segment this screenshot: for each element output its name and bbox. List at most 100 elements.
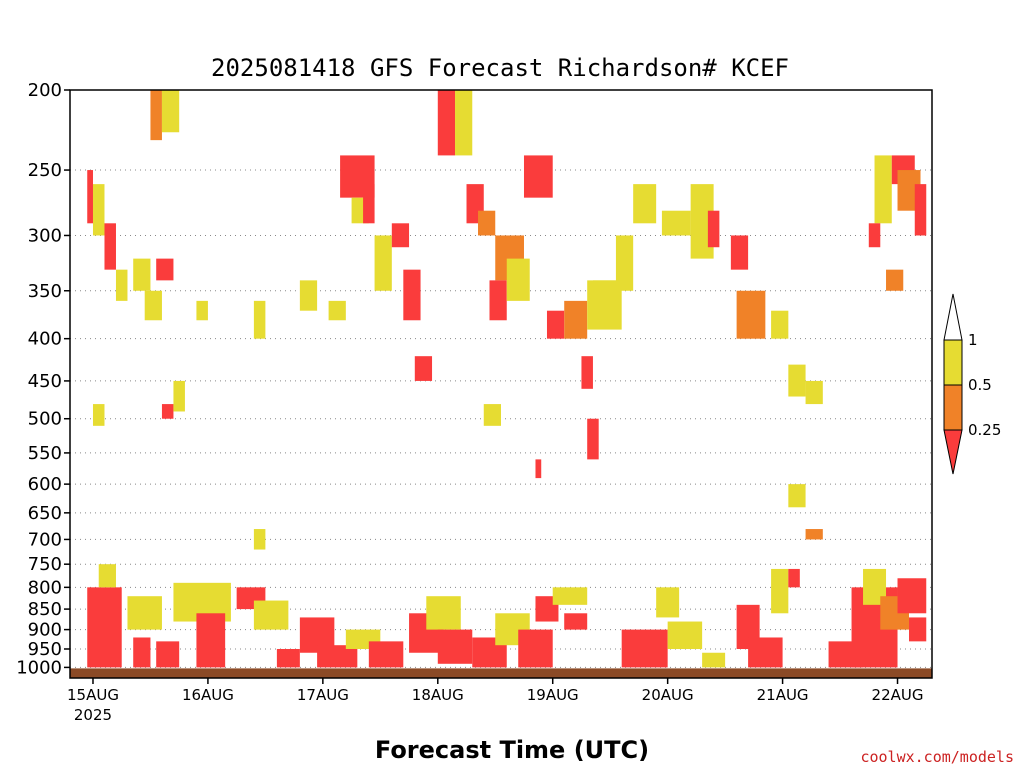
data-cell: [426, 596, 461, 630]
data-cell: [437, 90, 456, 156]
y-tick-label: 200: [28, 80, 62, 101]
data-cell: [161, 404, 174, 419]
data-cell: [633, 184, 657, 224]
chart-title: 2025081418 GFS Forecast Richardson# KCEF: [211, 54, 789, 82]
legend-swatch: [943, 384, 963, 431]
data-cell: [736, 290, 766, 339]
y-tick-label: 550: [28, 443, 62, 464]
data-cell: [523, 155, 553, 198]
data-cell: [115, 269, 128, 301]
legend-label: 0.25: [968, 421, 1001, 439]
y-tick-label: 800: [28, 577, 62, 598]
data-cell: [156, 641, 180, 668]
data-cell: [788, 568, 800, 588]
data-cell: [92, 184, 105, 236]
data-cell: [592, 280, 616, 301]
data-cell: [564, 613, 588, 630]
y-axis: 200 250 300 350 400 450 500 550 600 650 700 7508008…: [16, 80, 70, 678]
y-tick-label: 300: [28, 225, 62, 246]
data-cell: [253, 600, 289, 630]
data-cell: [173, 380, 185, 412]
plot-frame: [69, 89, 933, 679]
data-cell: [483, 404, 501, 426]
data-cell: [805, 529, 823, 540]
legend-arrow-top: [943, 293, 963, 341]
ground-band: [70, 668, 932, 678]
data-cell: [506, 258, 530, 301]
y-tick-label: 500: [28, 409, 62, 430]
y-tick-label: 900: [28, 620, 62, 641]
data-cell: [391, 223, 410, 248]
data-cell: [615, 235, 634, 291]
data-cell: [299, 280, 318, 311]
data-cell: [909, 617, 927, 642]
data-cell: [455, 90, 473, 156]
data-cell: [702, 652, 726, 668]
data-cell: [196, 300, 208, 321]
richardson-cells: [70, 90, 932, 678]
legend-arrow-bottom: [943, 429, 963, 475]
data-cell: [150, 90, 162, 141]
plot-border: [69, 89, 933, 679]
data-cell: [874, 155, 892, 224]
data-cell: [98, 564, 116, 588]
data-cell: [276, 648, 300, 668]
y-tick-label: 600: [28, 474, 62, 495]
data-cell: [253, 529, 266, 550]
data-cell: [92, 404, 105, 426]
data-cell: [546, 310, 565, 339]
data-cell: [518, 629, 553, 668]
data-cell: [621, 629, 668, 668]
x-tick-label: 18AUG: [412, 686, 464, 704]
data-cell: [489, 280, 507, 321]
x-tick-label: 22AUG: [872, 686, 924, 704]
data-cell: [253, 300, 266, 339]
y-tick-label: 650: [28, 503, 62, 524]
data-cell: [730, 235, 749, 270]
y-tick-label: 700: [28, 529, 62, 550]
data-cell: [748, 637, 783, 668]
data-cell: [133, 258, 151, 291]
data-cell: [368, 641, 404, 668]
x-axis: 15AUG 2025 16AUG 17AUG 18AUG 19AUG 20AUG 21AUG 2…: [67, 678, 923, 724]
data-cell: [581, 356, 593, 389]
data-cell: [478, 210, 496, 236]
data-cell: [104, 223, 116, 270]
data-cell: [587, 418, 599, 460]
color-legend: 1 0.5 0.25: [943, 293, 1001, 475]
data-cell: [328, 300, 346, 321]
data-cell: [437, 629, 473, 664]
data-cell: [667, 621, 703, 649]
y-tick-label: 400: [28, 329, 62, 350]
y-tick-label: 450: [28, 371, 62, 392]
y-tick-label: 350: [28, 281, 62, 302]
data-cell: [374, 235, 392, 291]
x-tick-label: 21AUG: [757, 686, 809, 704]
data-cell: [788, 364, 806, 397]
y-tick-label: 250: [28, 160, 62, 181]
data-cell: [144, 290, 162, 321]
legend-label: 1: [968, 331, 978, 349]
data-cell: [897, 578, 927, 614]
data-cell: [771, 568, 789, 614]
x-axis-label: Forecast Time (UTC): [375, 736, 649, 764]
data-cell: [127, 596, 162, 630]
y-tick-label: 750: [28, 554, 62, 575]
data-cell: [914, 184, 927, 236]
x-tick-label: 19AUG: [527, 686, 579, 704]
data-cell: [552, 587, 588, 605]
data-cell: [87, 170, 93, 224]
data-cell: [317, 645, 358, 668]
data-cell: [564, 300, 588, 339]
x-tick-label: 20AUG: [642, 686, 694, 704]
y-tick-label: 950: [28, 639, 62, 660]
data-cell: [656, 587, 680, 618]
data-cell: [403, 269, 421, 321]
data-cell: [161, 90, 180, 133]
y-tick-label: 850: [28, 599, 62, 620]
data-cell: [771, 310, 789, 339]
data-cell: [886, 269, 904, 291]
data-cell: [535, 459, 542, 479]
x-tick-sublabel: 2025: [74, 706, 112, 724]
